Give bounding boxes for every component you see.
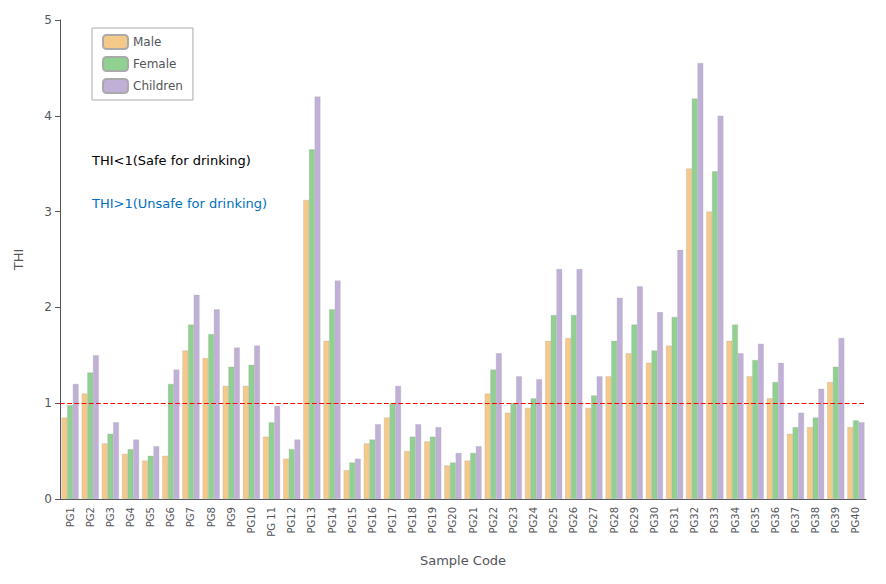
svg-text:PG34: PG34 [730,507,741,534]
svg-text:Children: Children [133,79,183,93]
svg-text:PG28: PG28 [609,507,620,534]
svg-text:PG29: PG29 [629,507,640,534]
svg-text:THI<1(Safe for drinking): THI<1(Safe for drinking) [91,153,251,168]
svg-text:PG37: PG37 [790,507,801,534]
svg-text:Male: Male [133,35,161,49]
svg-text:3: 3 [44,205,52,219]
svg-text:PG35: PG35 [750,507,761,534]
svg-text:PG16: PG16 [367,507,378,534]
svg-text:Female: Female [133,57,176,71]
svg-text:PG24: PG24 [528,507,539,534]
svg-text:PG 11: PG 11 [266,507,277,537]
svg-text:4: 4 [44,109,52,123]
svg-text:PG13: PG13 [306,507,317,534]
svg-text:PG2: PG2 [85,507,96,527]
svg-text:PG7: PG7 [185,507,196,527]
svg-text:5: 5 [44,13,52,27]
svg-text:THI>1(Unsafe for drinking): THI>1(Unsafe for drinking) [91,196,267,211]
svg-text:PG20: PG20 [447,507,458,534]
svg-text:PG8: PG8 [206,507,217,527]
svg-text:PG23: PG23 [508,507,519,534]
svg-text:2: 2 [44,300,52,314]
svg-text:0: 0 [44,492,52,506]
svg-text:PG10: PG10 [246,507,257,534]
svg-text:PG33: PG33 [709,507,720,534]
svg-text:PG15: PG15 [347,507,358,534]
svg-text:PG30: PG30 [649,507,660,534]
svg-text:PG4: PG4 [125,507,136,527]
svg-text:PG1: PG1 [65,507,76,527]
svg-text:PG39: PG39 [830,507,841,534]
svg-text:PG19: PG19 [427,507,438,534]
svg-text:PG17: PG17 [387,507,398,534]
svg-text:PG3: PG3 [105,507,116,527]
svg-text:PG27: PG27 [588,507,599,534]
svg-text:THI: THI [11,249,26,272]
svg-text:PG32: PG32 [689,507,700,534]
svg-text:PG12: PG12 [286,507,297,534]
svg-text:PG40: PG40 [850,507,861,534]
svg-text:PG36: PG36 [770,507,781,534]
svg-text:1: 1 [44,396,52,410]
svg-text:PG31: PG31 [669,507,680,534]
svg-text:PG9: PG9 [226,507,237,527]
svg-text:PG18: PG18 [407,507,418,534]
svg-text:PG38: PG38 [810,507,821,534]
svg-text:PG26: PG26 [568,507,579,534]
svg-text:PG5: PG5 [145,507,156,527]
svg-text:PG21: PG21 [468,507,479,534]
svg-text:PG25: PG25 [548,507,559,534]
svg-text:Sample Code: Sample Code [420,553,506,568]
svg-text:PG22: PG22 [488,507,499,534]
svg-text:PG6: PG6 [165,507,176,527]
svg-text:PG14: PG14 [327,507,338,534]
